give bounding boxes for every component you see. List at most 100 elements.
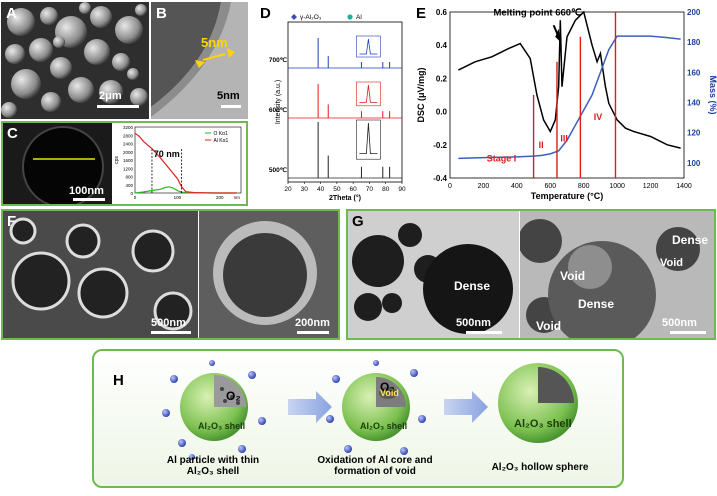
y-tick-label: 0.6 bbox=[436, 8, 448, 17]
panel-label: D bbox=[260, 5, 271, 22]
panel-c-frame bbox=[1, 121, 248, 206]
x-tick-label: 50 bbox=[333, 186, 341, 193]
x-axis-label: Temperature (°C) bbox=[531, 191, 603, 201]
y-tick-label: 0.4 bbox=[436, 41, 448, 50]
scale-bar-label: 100nm bbox=[69, 185, 104, 197]
inset-peak bbox=[359, 84, 378, 103]
panel-g-frame bbox=[346, 209, 716, 340]
scale-bar-label: 2μm bbox=[99, 90, 122, 102]
scale-bar bbox=[151, 331, 191, 334]
scale-bar bbox=[73, 198, 105, 201]
y-axis-label: cps bbox=[114, 156, 120, 164]
oxygen-label: O₂ bbox=[380, 380, 395, 394]
dense-label: Dense bbox=[454, 279, 491, 293]
shell-label: Al₂O₃ shell bbox=[514, 418, 572, 430]
panel-f-frame bbox=[1, 209, 340, 340]
scale-bar bbox=[221, 105, 241, 108]
stage-label: III bbox=[560, 133, 568, 143]
shell-label: Al₂O₃ shell bbox=[360, 421, 408, 431]
panel-b-tem-image: B 5nm 5nm bbox=[151, 2, 248, 119]
dense-particles-graphic bbox=[348, 211, 519, 338]
void-label: Void bbox=[536, 319, 562, 333]
y-tick-label: 2000 bbox=[123, 150, 134, 155]
arrow-icon bbox=[444, 391, 488, 423]
stage-label: II bbox=[539, 140, 544, 150]
y-tick-label: 2400 bbox=[123, 142, 134, 147]
y-tick-label: 3200 bbox=[123, 125, 134, 130]
scale-bar-label: 500nm bbox=[151, 317, 186, 329]
void-label: Void bbox=[380, 388, 399, 398]
panel-label: A bbox=[6, 5, 17, 22]
y2-tick-label: 100 bbox=[687, 159, 701, 168]
stage-label: Stage I bbox=[487, 153, 517, 163]
inset-peak bbox=[359, 122, 378, 154]
x-tick-label: 60 bbox=[350, 186, 358, 193]
panel-label: C bbox=[7, 125, 18, 142]
panel-label: B bbox=[156, 5, 167, 22]
linescan-chart: 0 400 800 1200 1600 2000 2400 2800 3200 cps 0 100 20… bbox=[113, 123, 246, 204]
panel-label: G bbox=[352, 213, 364, 230]
x-tick-label: 70 bbox=[366, 186, 374, 193]
temperature-label: 500℃ bbox=[269, 166, 288, 174]
y-axis-label: Intensity (a.u.) bbox=[275, 80, 282, 124]
y2-tick-label: 140 bbox=[687, 99, 701, 108]
scale-bar bbox=[297, 331, 329, 334]
legend-label: γ-Al₂O₃ bbox=[300, 14, 322, 21]
temperature-label: 600℃ bbox=[269, 106, 288, 114]
hollow-spheres-graphic bbox=[3, 211, 198, 338]
y-tick-label: -0.2 bbox=[433, 141, 447, 150]
gamma-alumina-marker bbox=[291, 14, 297, 20]
x-tick-label: 40 bbox=[317, 186, 325, 193]
step-caption: Oxidation of Al core and formation of vo… bbox=[317, 455, 433, 477]
plot-frame bbox=[449, 11, 685, 179]
melting-annotation: Melting point 660℃ bbox=[493, 7, 582, 18]
x-unit-label: nm bbox=[234, 195, 241, 200]
x-tick-label: 200 bbox=[478, 183, 490, 190]
panel-label: H bbox=[113, 372, 124, 389]
void-label: Void bbox=[560, 269, 586, 283]
y2-axis-label: Mass (%) bbox=[708, 75, 717, 114]
tem-shell-graphic bbox=[151, 2, 248, 119]
panel-g-tem-right: Void Dense Void Dense Void 500nm bbox=[520, 211, 714, 338]
shell-thickness-label: 5nm bbox=[201, 35, 228, 50]
y2-tick-label: 160 bbox=[687, 68, 701, 77]
dense-label: Dense bbox=[672, 233, 709, 247]
stem-particle-graphic bbox=[3, 123, 112, 204]
scale-bar-label: 500nm bbox=[662, 317, 697, 329]
stage-label: IV bbox=[594, 112, 603, 122]
hollow-sphere bbox=[498, 363, 578, 443]
x-tick-label: 0 bbox=[134, 195, 137, 200]
y-tick-label: 1600 bbox=[123, 158, 134, 163]
dense-label: Dense bbox=[578, 297, 615, 311]
y-tick-label: 1200 bbox=[123, 166, 134, 171]
x-tick-label: 0 bbox=[448, 183, 452, 190]
arrow-icon bbox=[288, 391, 332, 423]
sem-particles-graphic bbox=[1, 2, 149, 119]
plot-frame bbox=[287, 21, 403, 183]
y-tick-label: 800 bbox=[125, 175, 133, 180]
panel-label: E bbox=[416, 5, 426, 22]
x-tick-label: 400 bbox=[511, 183, 523, 190]
panel-a-sem-image: A 2μm bbox=[1, 2, 149, 119]
scale-bar-label: 5nm bbox=[217, 90, 240, 102]
y-tick-label: 0 bbox=[130, 191, 133, 196]
y-tick-label: -0.4 bbox=[433, 174, 447, 183]
y-tick-label: 2800 bbox=[123, 133, 134, 138]
x-tick-label: 80 bbox=[382, 186, 390, 193]
panel-g-tem-left: G Dense 500nm bbox=[348, 211, 519, 338]
x-tick-label: 600 bbox=[544, 183, 556, 190]
oxygen-label: O₂ bbox=[226, 389, 241, 403]
y-tick-label: 400 bbox=[125, 183, 133, 188]
scale-bar bbox=[97, 105, 139, 108]
x-tick-label: 20 bbox=[284, 186, 292, 193]
x-tick-label: 200 bbox=[216, 195, 224, 200]
dsc-tg-chart: E 0.60.40.20.0-0.2-0.42001801601401201000… bbox=[416, 5, 717, 201]
void-label: Void bbox=[660, 257, 684, 269]
dsc-curve bbox=[458, 10, 681, 149]
xrd-chart: D 20 30 40 50 60 70 80 90 2Theta (°) Intensity (a.… bbox=[260, 5, 406, 202]
y2-tick-label: 120 bbox=[687, 129, 701, 138]
y-tick-label: 0.0 bbox=[436, 108, 448, 117]
xrd-zoom-inset bbox=[356, 81, 381, 107]
x-axis-label: 2Theta (°) bbox=[329, 194, 361, 202]
panel-f-sem-right: 200nm bbox=[199, 211, 338, 338]
